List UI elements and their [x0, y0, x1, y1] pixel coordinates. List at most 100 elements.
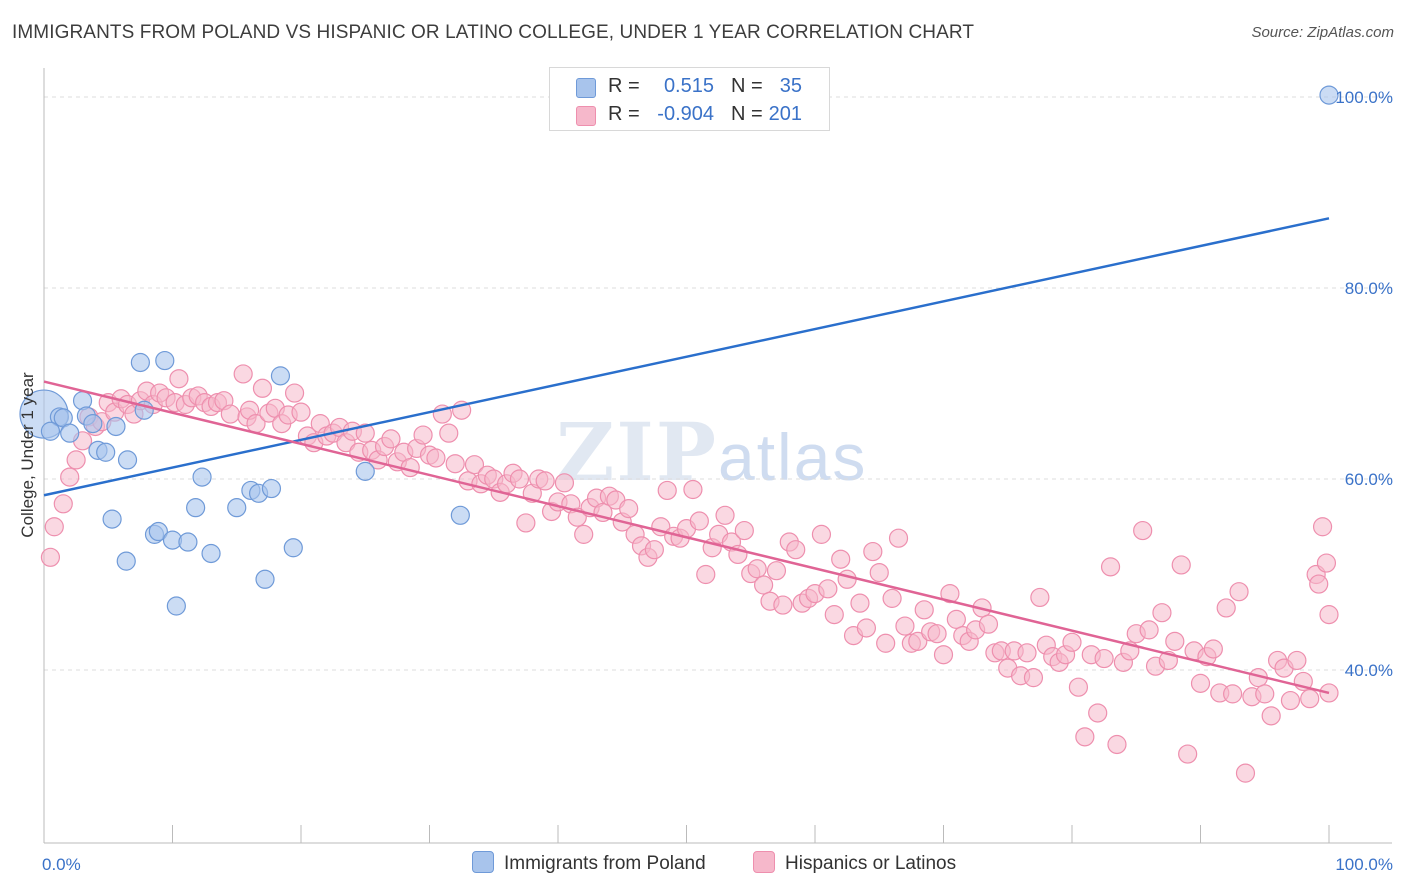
hispanic-point: [946, 609, 966, 629]
correlation-legend: R = 0.515 N = 35 R = -0.904 N = 201: [549, 67, 830, 131]
poland-point: [116, 551, 136, 571]
poland-point: [60, 423, 80, 443]
hispanic-point: [715, 505, 735, 525]
poland-point: [148, 521, 168, 542]
bottom-legend-swatch-poland: [472, 851, 494, 873]
legend-swatch-hispanic: [576, 106, 596, 126]
poland-point: [117, 450, 138, 470]
hispanic-point: [927, 624, 947, 644]
hispanic-point: [831, 549, 851, 569]
hispanic-point: [53, 494, 73, 514]
hispanic-point: [1300, 689, 1320, 709]
hispanic-points: [40, 364, 1339, 783]
poland-point: [40, 421, 61, 441]
y-axis-label: College, Under 1 year: [18, 372, 37, 538]
hispanic-point: [895, 616, 915, 636]
legend-row-hispanic: R = -0.904 N = 201: [550, 101, 829, 129]
legend-n-value: 201: [768, 103, 802, 125]
poland-point: [227, 498, 247, 518]
hispanic-point: [1261, 706, 1281, 726]
hispanic-point: [1075, 727, 1095, 747]
hispanic-point: [882, 588, 902, 608]
hispanic-point: [426, 448, 446, 468]
bottom-legend-label-hispanic: Hispanics or Latinos: [785, 853, 957, 874]
bottom-legend-hispanic: Hispanics or Latinos: [753, 851, 956, 875]
poland-point: [255, 569, 275, 589]
hispanic-point: [355, 423, 375, 443]
hispanic-point: [1216, 598, 1236, 618]
hispanic-point: [734, 520, 754, 541]
hispanic-point: [169, 369, 189, 389]
hispanic-point: [876, 633, 896, 653]
hispanic-point: [1017, 643, 1037, 663]
hispanic-point: [1152, 603, 1172, 623]
hispanic-point: [837, 569, 857, 589]
hispanic-point: [824, 605, 844, 625]
poland-point: [166, 596, 186, 616]
poland-point: [270, 366, 291, 386]
poland-point: [261, 478, 282, 499]
bottom-legend-swatch-hispanic: [753, 851, 775, 873]
poland-point: [83, 414, 103, 434]
hispanic-point: [940, 583, 960, 604]
hispanic-point: [535, 471, 555, 491]
hispanic-point: [1190, 673, 1211, 693]
hispanic-point: [1229, 582, 1249, 602]
hispanic-point: [811, 524, 832, 544]
legend-n-value: 35: [779, 75, 802, 97]
hispanic-point: [252, 378, 273, 398]
poland-point: [186, 498, 206, 518]
y-tick-label: 80.0%: [1345, 279, 1393, 298]
legend-n-label: N =: [731, 75, 763, 97]
hispanic-point: [766, 561, 787, 581]
trend-lines: [43, 217, 1330, 695]
poland-point: [155, 350, 175, 371]
hispanic-point: [863, 541, 883, 562]
x-tick-label-min: 0.0%: [42, 855, 81, 874]
legend-swatch-poland: [576, 78, 596, 98]
hispanic-point: [60, 467, 80, 487]
axes: [43, 68, 1392, 844]
hispanic-point: [1312, 517, 1333, 537]
legend-r-label: R =: [608, 75, 640, 97]
hispanic-point: [554, 473, 575, 493]
poland-point: [283, 538, 303, 558]
hispanic-point: [850, 593, 870, 613]
poland-point: [201, 543, 221, 564]
hispanic-point: [1235, 763, 1256, 783]
hispanic-point: [933, 645, 954, 665]
hispanic-point: [44, 517, 64, 537]
hispanic-point: [1319, 605, 1339, 625]
poland-point: [355, 461, 375, 481]
poland-points: [19, 85, 1339, 616]
hispanic-point: [1107, 734, 1127, 755]
hispanic-point: [978, 614, 999, 634]
poland-point: [106, 416, 126, 437]
y-tick-label: 100.0%: [1335, 88, 1393, 107]
hispanic-point: [1100, 557, 1121, 577]
hispanic-point: [1287, 650, 1307, 671]
grid-lines: [44, 96, 1392, 671]
tick-labels: 40.0% 60.0% 80.0% 100.0% 0.0% 100.0%: [42, 88, 1393, 874]
poland-point: [130, 352, 150, 373]
poland-point: [178, 532, 198, 552]
hispanic-point: [747, 559, 767, 579]
hispanic-point: [413, 425, 433, 445]
hispanic-point: [856, 618, 877, 638]
poland-point: [192, 467, 212, 487]
chart-title: IMMIGRANTS FROM POLAND VS HISPANIC OR LA…: [12, 22, 975, 43]
chart-source: Source: ZipAtlas.com: [1251, 24, 1394, 41]
hispanic-point: [1255, 684, 1275, 704]
poland-point: [96, 442, 116, 462]
hispanic-point: [284, 383, 305, 403]
hispanic-point: [644, 540, 664, 560]
hispanic-point: [291, 402, 311, 422]
hispanic-point: [381, 429, 401, 449]
hispanic-point: [1171, 555, 1191, 575]
hispanic-point: [683, 479, 703, 500]
legend-r-value: 0.515: [663, 75, 714, 97]
hispanic-point: [689, 511, 709, 531]
legend-row-poland: R = 0.515 N = 35: [550, 73, 829, 101]
hispanic-point: [220, 404, 240, 424]
bottom-legend-poland: Immigrants from Poland: [472, 851, 706, 875]
